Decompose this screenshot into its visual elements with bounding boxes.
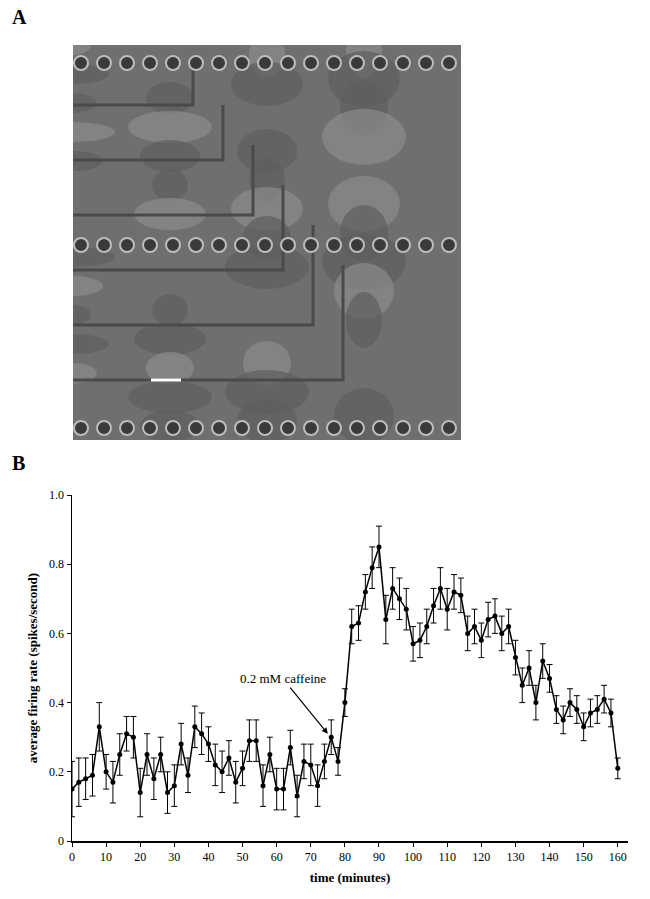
svg-text:50: 50: [237, 850, 249, 864]
svg-text:130: 130: [506, 850, 524, 864]
svg-text:0: 0: [58, 834, 64, 848]
svg-text:time (minutes): time (minutes): [310, 870, 391, 885]
svg-text:40: 40: [202, 850, 214, 864]
svg-text:30: 30: [168, 850, 180, 864]
svg-text:110: 110: [438, 850, 456, 864]
svg-text:140: 140: [541, 850, 559, 864]
svg-text:average firing rate (spikes/se: average firing rate (spikes/second): [25, 573, 40, 763]
svg-text:1.0: 1.0: [49, 488, 64, 502]
svg-text:0.6: 0.6: [49, 627, 64, 641]
svg-text:0.2: 0.2: [49, 765, 64, 779]
svg-text:0.4: 0.4: [49, 696, 64, 710]
html-text:A: A: [12, 6, 27, 28]
svg-text:0.2 mM caffeine: 0.2 mM caffeine: [240, 671, 326, 686]
svg-text:90: 90: [373, 850, 385, 864]
svg-text:0.8: 0.8: [49, 557, 64, 571]
svg-text:20: 20: [134, 850, 146, 864]
html-text:B: B: [12, 452, 26, 474]
svg-text:10: 10: [100, 850, 112, 864]
svg-text:150: 150: [575, 850, 593, 864]
svg-text:80: 80: [339, 850, 351, 864]
svg-text:70: 70: [305, 850, 317, 864]
svg-text:100: 100: [404, 850, 422, 864]
svg-text:160: 160: [609, 850, 627, 864]
svg-text:0: 0: [69, 850, 75, 864]
svg-text:120: 120: [472, 850, 490, 864]
svg-text:60: 60: [271, 850, 283, 864]
